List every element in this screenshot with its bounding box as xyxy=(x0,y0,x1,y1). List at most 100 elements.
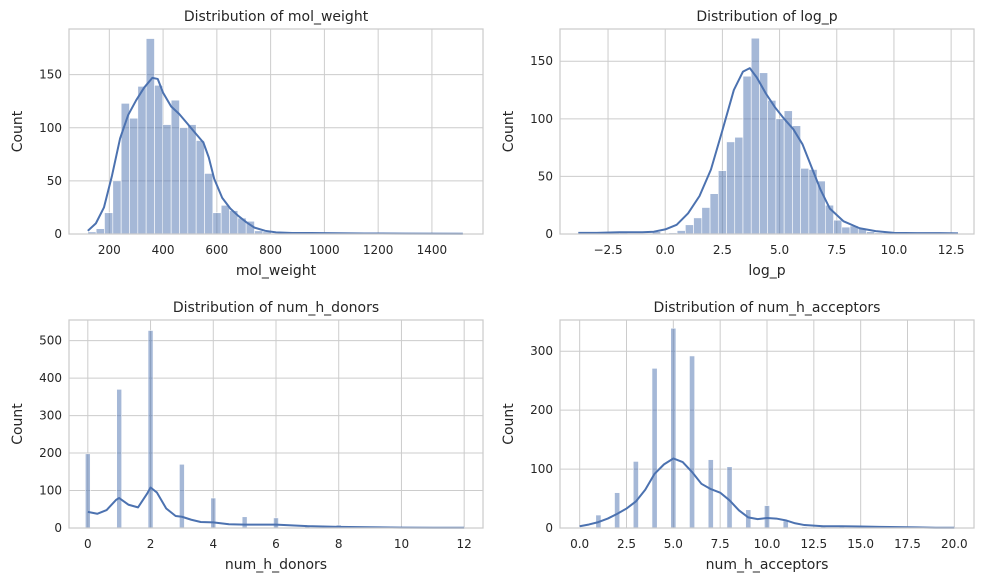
histogram-bar xyxy=(147,330,154,529)
histogram-bar xyxy=(742,75,752,235)
histogram-bar xyxy=(701,207,711,235)
histogram-bar xyxy=(170,99,180,235)
kde-line xyxy=(87,76,463,235)
axes-frame xyxy=(559,28,975,235)
x-tick-label: 12.5 xyxy=(800,537,827,551)
y-tick-label: 0 xyxy=(54,521,62,535)
histogram-bar xyxy=(195,140,205,235)
histogram-bar xyxy=(689,355,695,529)
chart-title: Distribution of num_h_donors xyxy=(173,300,379,316)
kde-line xyxy=(578,67,959,235)
histogram-bar xyxy=(273,517,279,529)
y-tick-label: 500 xyxy=(39,334,62,348)
y-axis-label: Count xyxy=(501,110,517,152)
y-tick-label: 100 xyxy=(39,484,62,498)
histogram-bar xyxy=(104,212,114,235)
histogram-bar xyxy=(95,228,105,235)
x-tick-label: 400 xyxy=(152,243,175,257)
y-axis-label: Count xyxy=(501,403,517,445)
axes-frame xyxy=(68,319,484,529)
y-tick-label: 200 xyxy=(39,446,62,460)
y-tick-label: 0 xyxy=(545,227,553,241)
x-axis-label: num_h_donors xyxy=(225,557,327,573)
y-tick-label: 100 xyxy=(530,112,553,126)
x-axis-label: mol_weight xyxy=(236,263,317,279)
y-tick-label: 0 xyxy=(545,521,553,535)
histogram-bar xyxy=(726,141,736,235)
x-tick-label: 10 xyxy=(394,537,409,551)
histogram-bar xyxy=(800,168,810,235)
y-tick-label: 50 xyxy=(47,174,62,188)
x-tick-label: 12 xyxy=(457,537,472,551)
y-axis-label: Count xyxy=(10,110,26,152)
histogram-bar xyxy=(241,516,248,529)
kde-line xyxy=(87,486,465,529)
x-tick-label: 2 xyxy=(147,537,155,551)
subplot-3: 0 2 4 6 8 10 12 0 100 200 300 400 500 Distribution of… xyxy=(10,300,484,573)
histogram-bar xyxy=(212,212,222,235)
histogram-bar xyxy=(709,193,719,235)
y-tick-label: 50 xyxy=(538,169,553,183)
x-tick-label: 15.0 xyxy=(847,537,874,551)
x-tick-label: 1400 xyxy=(417,243,448,257)
histogram-bar xyxy=(179,127,189,235)
chart-title: Distribution of mol_weight xyxy=(184,9,369,25)
axes-frame xyxy=(68,28,484,235)
x-tick-label: 17.5 xyxy=(894,537,921,551)
histogram-bar xyxy=(750,37,760,235)
chart-title: Distribution of log_p xyxy=(696,9,837,25)
histogram-bar xyxy=(116,389,122,529)
x-tick-label: 7.5 xyxy=(827,243,846,257)
x-tick-label: 6 xyxy=(272,537,280,551)
x-tick-label: 2.5 xyxy=(617,537,636,551)
y-tick-label: 300 xyxy=(530,344,553,358)
histogram-bar xyxy=(783,110,793,235)
x-tick-label: 0.0 xyxy=(656,243,675,257)
y-tick-label: 150 xyxy=(530,54,553,68)
histogram-bar xyxy=(632,461,639,529)
x-tick-label: 8 xyxy=(335,537,343,551)
histogram-bar xyxy=(651,368,658,529)
histogram-bar xyxy=(162,124,172,235)
x-tick-label: 10.0 xyxy=(881,243,908,257)
histogram-bar xyxy=(154,84,164,235)
x-tick-label: 2.5 xyxy=(713,243,732,257)
x-tick-label: 1200 xyxy=(363,243,394,257)
x-tick-label: 800 xyxy=(259,243,282,257)
x-tick-label: −2.5 xyxy=(593,243,622,257)
y-tick-label: 100 xyxy=(530,462,553,476)
histogram-bar xyxy=(792,125,801,235)
x-tick-label: 12.5 xyxy=(938,243,965,257)
histogram-bar xyxy=(717,170,727,235)
y-tick-label: 150 xyxy=(39,68,62,82)
histogram-bar xyxy=(782,520,789,529)
x-axis-label: log_p xyxy=(748,263,785,279)
histogram-bar xyxy=(204,173,214,235)
histogram-bar xyxy=(187,124,197,235)
x-tick-label: 0 xyxy=(84,537,92,551)
histogram-bar xyxy=(179,463,185,529)
histogram-bar xyxy=(745,509,752,529)
y-tick-label: 200 xyxy=(530,403,553,417)
x-tick-label: 1000 xyxy=(309,243,340,257)
x-tick-label: 200 xyxy=(98,243,121,257)
subplot-4: 0.0 2.5 5.0 7.5 10.0 12.5 15.0 17.5 20.0 0 100 200 3… xyxy=(501,300,975,573)
y-tick-label: 300 xyxy=(39,409,62,423)
x-tick-label: 10.0 xyxy=(754,537,781,551)
histogram-bar xyxy=(137,86,147,235)
histogram-bar xyxy=(145,38,155,235)
histogram-bar xyxy=(759,72,768,235)
histogram-bar xyxy=(833,219,843,235)
histogram-bar xyxy=(112,180,122,235)
x-tick-label: 0.0 xyxy=(570,537,589,551)
kde-line xyxy=(579,457,955,529)
x-tick-label: 5.0 xyxy=(664,537,683,551)
histogram-bar xyxy=(726,466,733,529)
x-tick-label: 600 xyxy=(205,243,228,257)
histogram-bar xyxy=(734,136,744,235)
histogram-bar xyxy=(707,459,714,529)
histogram-bar xyxy=(764,505,770,529)
chart-title: Distribution of num_h_acceptors xyxy=(654,300,881,316)
axes-frame xyxy=(559,319,975,529)
